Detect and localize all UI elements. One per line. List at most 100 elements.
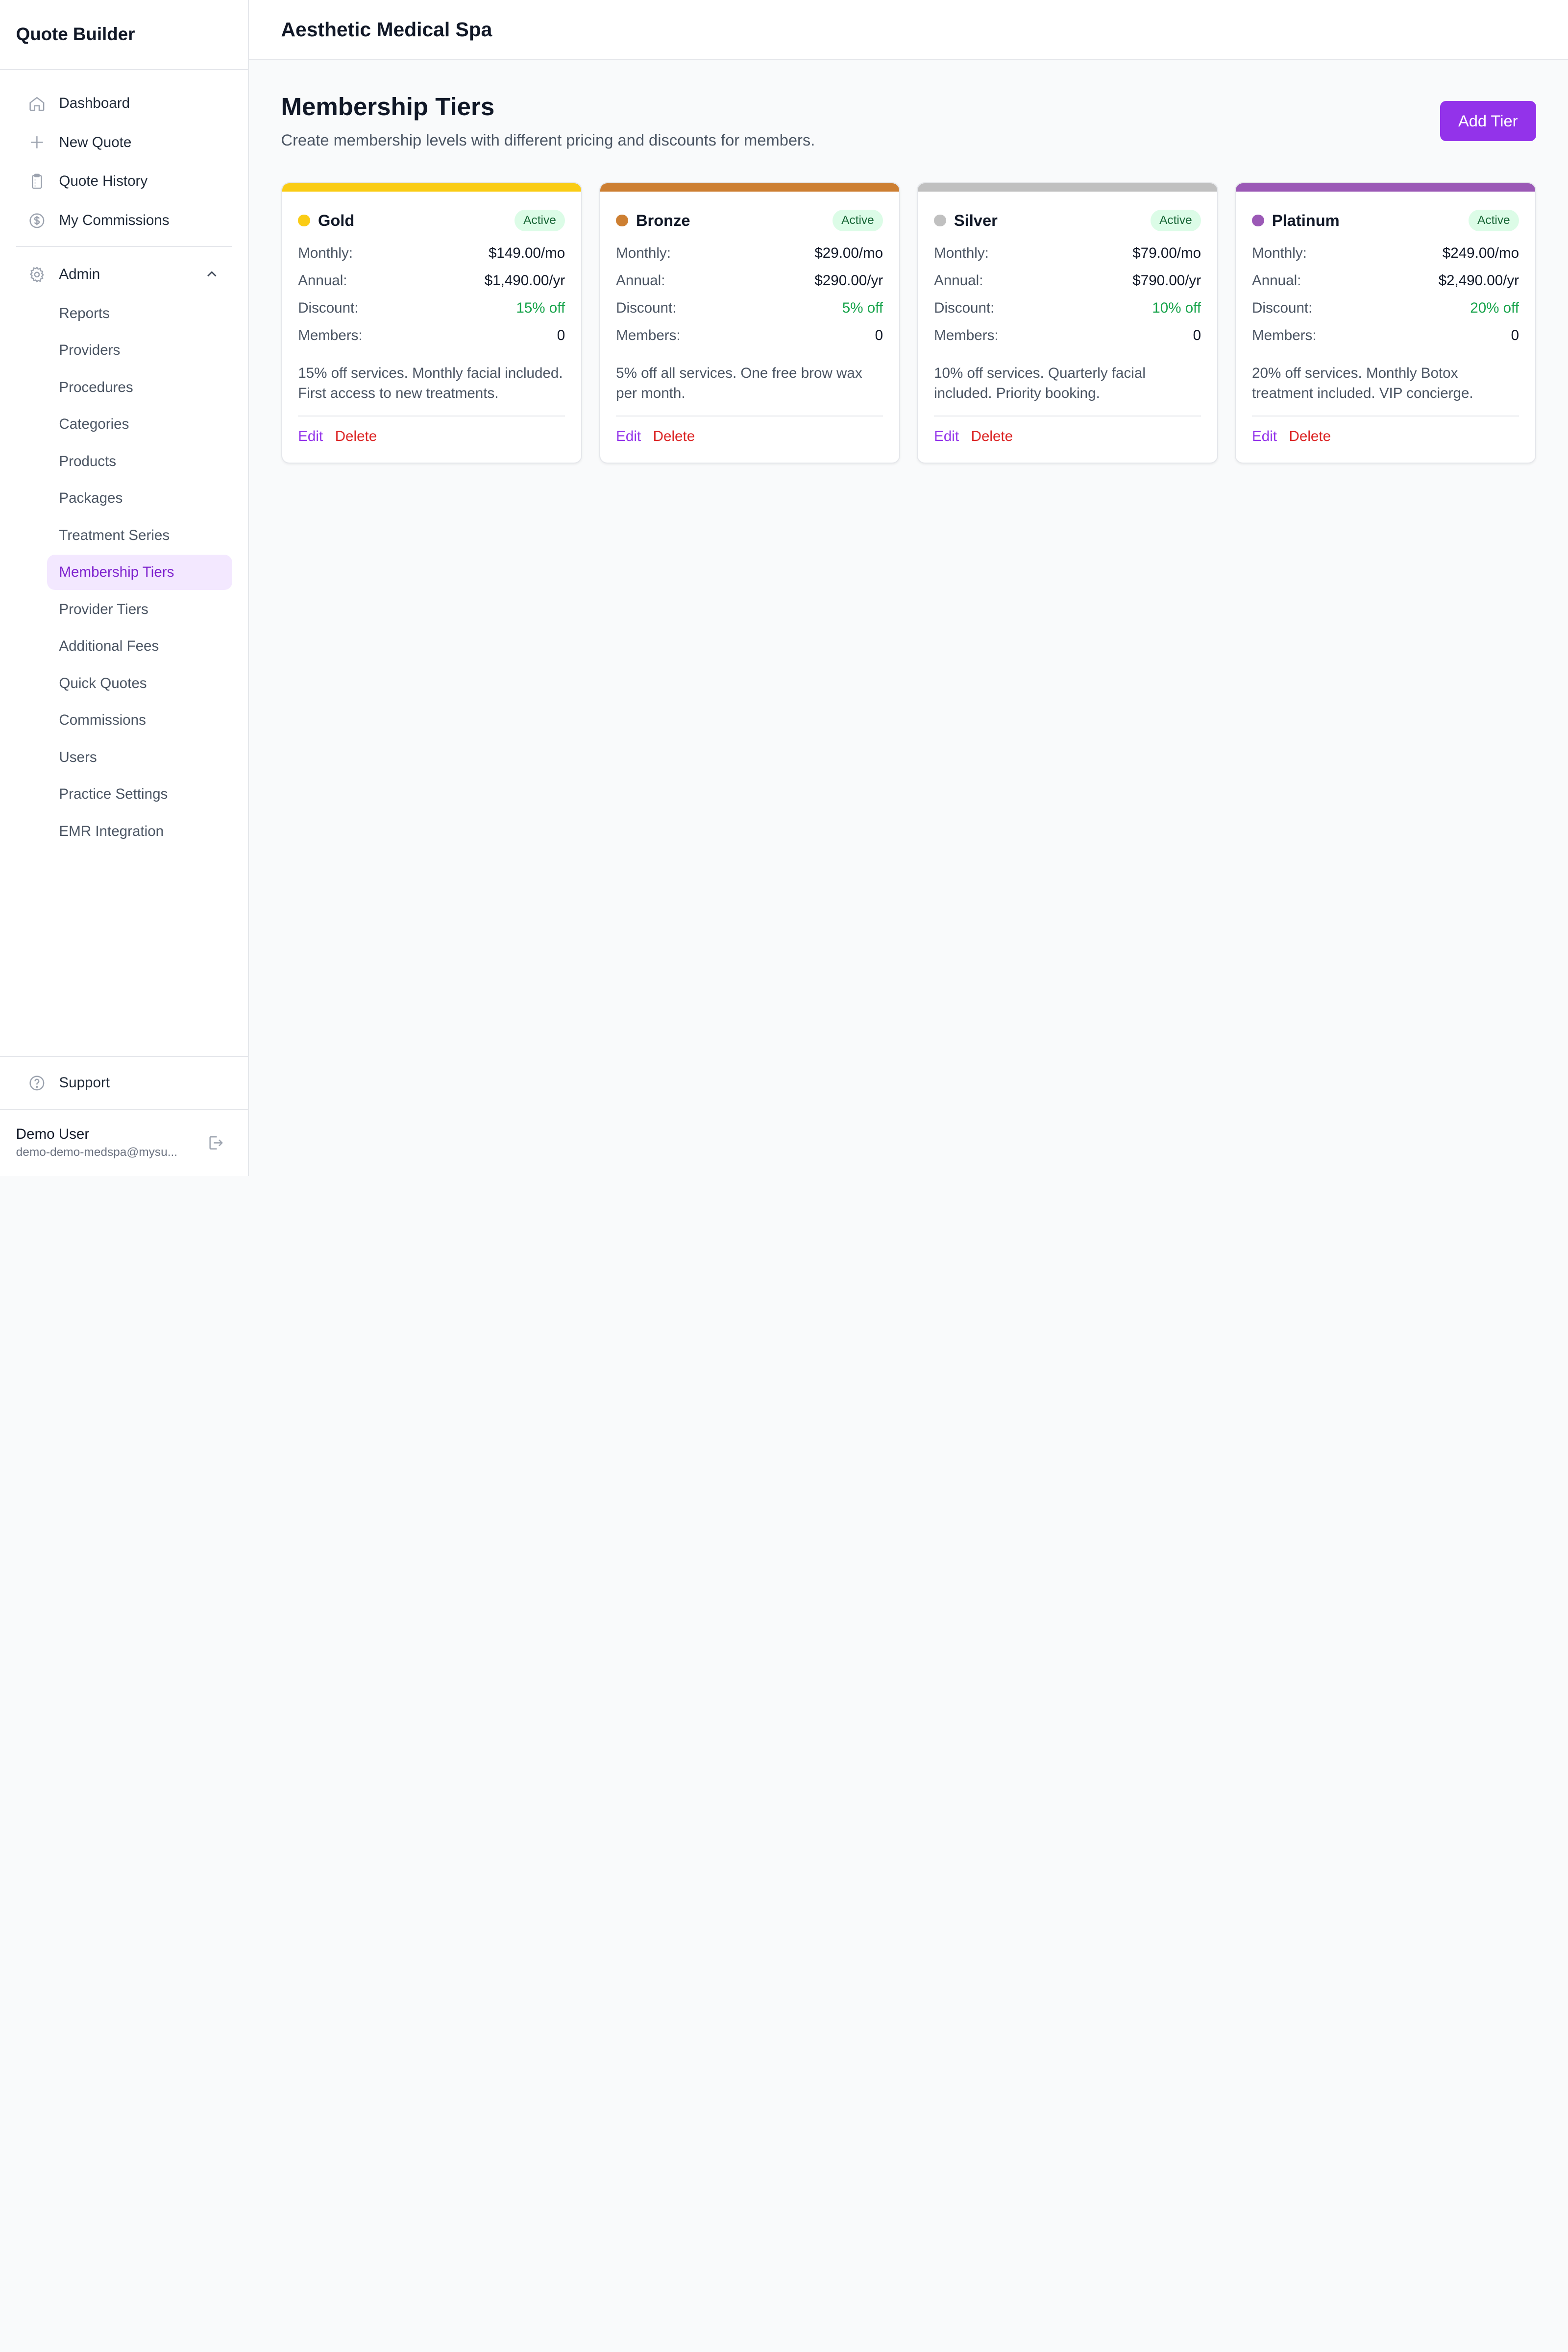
sidebar-item-my-commissions[interactable]: My Commissions	[16, 201, 232, 240]
tier-card-platinum: Platinum Active Monthly: $249.00/mo Annua…	[1235, 182, 1536, 464]
main-area: Aesthetic Medical Spa Membership Tiers C…	[249, 0, 1568, 1176]
members-count: 0	[557, 327, 565, 344]
add-tier-button[interactable]: Add Tier	[1440, 101, 1536, 141]
monthly-price: $149.00/mo	[488, 245, 565, 261]
tier-description: 15% off services. Monthly facial include…	[298, 365, 563, 401]
tier-description: 5% off all services. One free brow wax p…	[616, 365, 862, 401]
sidebar-item-quote-history[interactable]: Quote History	[16, 162, 232, 201]
logout-icon[interactable]	[206, 1134, 224, 1152]
sidebar-item-procedures[interactable]: Procedures	[59, 379, 133, 395]
sidebar-item-categories[interactable]: Categories	[59, 416, 129, 433]
monthly-price: $29.00/mo	[814, 245, 883, 261]
sidebar-item-quick-quotes[interactable]: Quick Quotes	[59, 675, 147, 691]
sidebar-item-additional-fees[interactable]: Additional Fees	[59, 638, 159, 655]
chevron-up-icon	[204, 266, 220, 286]
discount-label: Discount:	[934, 299, 995, 316]
monthly-price: $249.00/mo	[1442, 245, 1519, 261]
header-title: Aesthetic Medical Spa	[249, 0, 1568, 60]
user-profile: Demo User demo-demo-medspa@mysu...	[0, 1109, 248, 1176]
sidebar-item-products[interactable]: Products	[59, 453, 117, 469]
plus-icon	[28, 133, 46, 151]
clipboard-icon	[28, 172, 46, 191]
annual-price: $2,490.00/yr	[1438, 272, 1519, 289]
tier-name: Platinum	[1272, 211, 1340, 229]
tier-color-dot	[934, 214, 946, 227]
monthly-label: Monthly:	[616, 245, 671, 261]
tier-color-bar	[600, 183, 899, 192]
status-badge: Active	[1150, 209, 1201, 232]
status-badge: Active	[832, 209, 883, 232]
sidebar-item-support[interactable]: Support	[0, 1056, 248, 1109]
members-label: Members:	[934, 327, 999, 344]
sidebar-item-emr-integration[interactable]: EMR Integration	[59, 823, 164, 839]
members-count: 0	[1193, 327, 1201, 344]
annual-price: $290.00/yr	[814, 272, 883, 289]
tier-color-bar	[1236, 183, 1535, 192]
members-label: Members:	[1252, 327, 1317, 344]
discount-label: Discount:	[1252, 299, 1313, 316]
sidebar-item-users[interactable]: Users	[59, 749, 97, 765]
user-email: demo-demo-medspa@mysu...	[16, 1146, 178, 1159]
sidebar-item-reports[interactable]: Reports	[59, 305, 110, 321]
members-count: 0	[875, 327, 883, 344]
edit-link[interactable]: Edit	[934, 428, 959, 445]
brand-title: Quote Builder	[0, 0, 248, 70]
annual-price: $1,490.00/yr	[484, 272, 565, 289]
tier-description: 20% off services. Monthly Botox treatmen…	[1252, 365, 1473, 401]
sidebar-footer: Support Demo User demo-demo-medspa@mysu.…	[0, 1056, 248, 1176]
members-label: Members:	[298, 327, 363, 344]
tier-description: 10% off services. Quarterly facial inclu…	[934, 365, 1146, 401]
edit-link[interactable]: Edit	[298, 428, 323, 445]
tier-color-dot	[1252, 214, 1264, 227]
sidebar-admin-toggle[interactable]: Admin	[16, 255, 232, 294]
status-badge: Active	[1468, 209, 1519, 232]
sidebar-item-providers[interactable]: Providers	[59, 342, 121, 359]
gear-icon	[28, 266, 46, 284]
delete-link[interactable]: Delete	[971, 428, 1013, 445]
sidebar-item-label: My Commissions	[59, 212, 170, 228]
delete-link[interactable]: Delete	[335, 428, 377, 445]
dollar-icon	[28, 212, 46, 230]
delete-link[interactable]: Delete	[653, 428, 695, 445]
members-count: 0	[1511, 327, 1519, 344]
sidebar-item-membership-tiers[interactable]: Membership Tiers	[47, 555, 232, 590]
tier-card-bronze: Bronze Active Monthly: $29.00/mo Annual: $…	[599, 182, 900, 464]
members-label: Members:	[616, 327, 681, 344]
tier-name: Silver	[954, 211, 998, 229]
tier-color-dot	[298, 214, 310, 227]
discount-value: 15% off	[516, 299, 565, 316]
sidebar-item-dashboard[interactable]: Dashboard	[16, 84, 232, 123]
discount-value: 20% off	[1470, 299, 1519, 316]
monthly-label: Monthly:	[298, 245, 353, 261]
delete-link[interactable]: Delete	[1289, 428, 1331, 445]
sidebar: Quote Builder Dashboard New Quote Quote …	[0, 0, 249, 1176]
user-name: Demo User	[16, 1126, 90, 1142]
page-content: Membership Tiers Create membership level…	[249, 60, 1568, 464]
sidebar-item-label: New Quote	[59, 134, 132, 150]
monthly-price: $79.00/mo	[1132, 245, 1201, 261]
sidebar-item-practice-settings[interactable]: Practice Settings	[59, 786, 168, 803]
tier-color-bar	[282, 183, 581, 192]
support-label: Support	[59, 1075, 110, 1091]
tier-color-bar	[918, 183, 1217, 192]
sidebar-item-packages[interactable]: Packages	[59, 490, 123, 507]
page-subtitle: Create membership levels with different …	[281, 131, 815, 149]
discount-label: Discount:	[298, 299, 359, 316]
sidebar-divider	[16, 245, 232, 247]
edit-link[interactable]: Edit	[616, 428, 641, 445]
discount-label: Discount:	[616, 299, 677, 316]
sidebar-item-commissions[interactable]: Commissions	[59, 712, 146, 729]
sidebar-item-new-quote[interactable]: New Quote	[16, 123, 232, 162]
discount-value: 5% off	[842, 299, 883, 316]
app-root: Quote Builder Dashboard New Quote Quote …	[0, 0, 1568, 1176]
sidebar-item-provider-tiers[interactable]: Provider Tiers	[59, 601, 148, 617]
edit-link[interactable]: Edit	[1252, 428, 1277, 445]
sidebar-item-label: Quote History	[59, 173, 148, 190]
sidebar-item-treatment-series[interactable]: Treatment Series	[59, 527, 170, 543]
page-title: Membership Tiers	[281, 92, 495, 121]
sidebar-admin-label: Admin	[59, 266, 100, 283]
annual-label: Annual:	[934, 272, 983, 289]
tier-name: Bronze	[636, 211, 690, 229]
annual-label: Annual:	[298, 272, 347, 289]
tier-name: Gold	[318, 211, 355, 229]
